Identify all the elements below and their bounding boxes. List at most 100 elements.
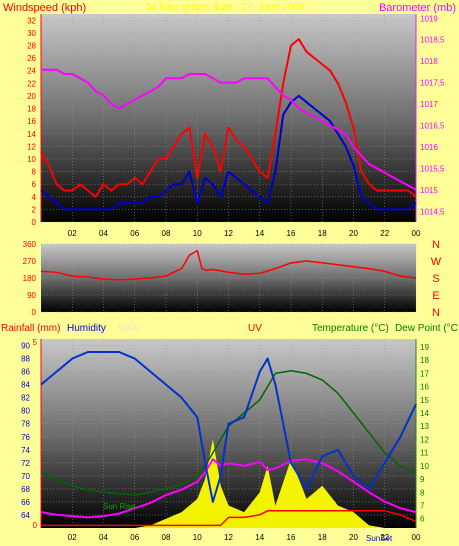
chart-title: 24 hour graph, date : 17. June 2009 [145, 2, 304, 13]
solar-axis-title: Solar [117, 323, 141, 334]
wind-x-tick-00: 00 [412, 229, 421, 238]
wind-grid [41, 14, 417, 223]
barometer-tick-1019: 1019 [420, 14, 438, 23]
humidity-temp-x-tick-16: 16 [287, 533, 296, 542]
compass-n-top: N [432, 239, 440, 251]
barometer-tick-1016: 1016 [420, 143, 438, 152]
temperature-tick-19: 19 [420, 343, 429, 352]
temperature-line [40, 458, 417, 519]
barometer-tick-1015: 1015 [420, 186, 438, 195]
windspeed-tick-0: 0 [32, 218, 37, 227]
humidity-tick-84: 84 [21, 381, 30, 390]
temperature-tick-18: 18 [420, 356, 429, 365]
wind-x-tick-02: 02 [68, 229, 77, 238]
humidity-tick-70: 70 [21, 472, 30, 481]
sunrise-label: Sun Rise [103, 502, 136, 511]
wind-x-tick-04: 04 [99, 229, 108, 238]
humidity-temp-x-tick-20: 20 [349, 533, 358, 542]
windspeed-tick-20: 20 [27, 92, 36, 101]
direction-tick-90: 90 [27, 291, 36, 300]
wind-x-tick-labels: 02 04 06 08 10 12 14 16 18 20 22 00 [68, 229, 421, 238]
direction-tick-270: 270 [23, 257, 37, 266]
humidity-temp-x-tick-labels: 02 04 06 08 10 12 14 16 18 20 22 00 [68, 533, 421, 542]
wind-direction-line [40, 249, 417, 281]
windspeed-tick-12: 12 [27, 142, 36, 151]
dewpoint-line [40, 369, 417, 496]
humidity-temp-x-tick-08: 08 [162, 533, 171, 542]
wind-x-tick-22: 22 [380, 229, 389, 238]
temperature-tick-16: 16 [420, 383, 429, 392]
humidity-temp-x-tick-18: 18 [318, 533, 327, 542]
barometer-tick-1017,5: 1017,5 [420, 79, 445, 88]
uv-line [41, 510, 417, 527]
temperature-tick-13: 13 [420, 422, 429, 431]
humidity-temp-x-tick-00: 00 [412, 533, 421, 542]
direction-tick-180: 180 [23, 274, 37, 283]
humidity-tick-66: 66 [21, 498, 30, 507]
windspeed-tick-30: 30 [27, 29, 36, 38]
wind-x-tick-20: 20 [349, 229, 358, 238]
sunset-label: SunSet [366, 534, 393, 543]
barometer-tick-1017: 1017 [420, 100, 438, 109]
humidity-tick-78: 78 [21, 420, 30, 429]
humidity-tick-68: 68 [21, 485, 30, 494]
humidity-temp-x-tick-14: 14 [255, 533, 264, 542]
humidity-temp-series-group [40, 351, 417, 528]
uv-axis-title: UV [248, 323, 262, 334]
temperature-tick-8: 8 [420, 488, 425, 497]
temperature-tick-10: 10 [420, 462, 429, 471]
temperature-tick-9: 9 [420, 475, 425, 484]
solar-area [41, 439, 416, 528]
humidity-tick-72: 72 [21, 459, 30, 468]
rain-tick-5: 5 [33, 338, 38, 347]
windspeed-line [40, 38, 417, 198]
barometer-tick-1018,5: 1018,5 [420, 36, 445, 45]
temperature-tick-14: 14 [420, 409, 429, 418]
compass-e: E [432, 290, 439, 302]
humidity-tick-88: 88 [21, 355, 30, 364]
barometer-tick-labels: 1014,5 1015 1015,5 1016 1016,5 1017 1017,5 1018… [420, 14, 445, 216]
barometer-tick-1014,5: 1014,5 [420, 207, 445, 216]
barometer-axis-title: Barometer (mb) [379, 2, 456, 14]
wind-series-group [40, 38, 417, 211]
temperature-tick-7: 7 [420, 502, 425, 511]
wind-x-tick-14: 14 [255, 229, 264, 238]
windspeed-tick-22: 22 [27, 79, 36, 88]
humidity-tick-76: 76 [21, 433, 30, 442]
windspeed-tick-10: 10 [27, 155, 36, 164]
windspeed-tick-24: 24 [27, 67, 36, 76]
direction-tick-360: 360 [23, 240, 37, 249]
wind-x-tick-12: 12 [224, 229, 233, 238]
windspeed-tick-26: 26 [27, 54, 36, 63]
humidity-axis-title: Humidity [67, 323, 106, 334]
wind-plot-area [41, 14, 416, 222]
humidity-tick-64: 64 [21, 511, 30, 520]
rain-axis-tick-labels: 05 [33, 338, 38, 530]
temperature-tick-17: 17 [420, 369, 429, 378]
temperature-tick-15: 15 [420, 396, 429, 405]
rain-tick-0: 0 [33, 521, 38, 530]
gust-line [40, 94, 417, 211]
compass-letters: N W S E N [431, 239, 442, 319]
windspeed-tick-32: 32 [27, 16, 36, 25]
humidity-line [40, 351, 417, 503]
humidity-temp-x-tick-04: 04 [99, 533, 108, 542]
dewpoint-axis-title: Dew Point (°C [395, 323, 458, 334]
humidity-tick-90: 90 [21, 342, 30, 351]
temperature-tick-12: 12 [420, 435, 429, 444]
barometer-tick-1015,5: 1015,5 [420, 164, 445, 173]
humidity-tick-74: 74 [21, 446, 30, 455]
windspeed-tick-4: 4 [32, 193, 37, 202]
humidity-tick-86: 86 [21, 368, 30, 377]
humidity-temp-x-tick-10: 10 [193, 533, 202, 542]
humidity-temp-x-tick-22: 22 [380, 533, 389, 542]
barometer-tick-1018: 1018 [420, 57, 438, 66]
barometer-tick-1016,5: 1016,5 [420, 122, 445, 131]
windspeed-tick-2: 2 [32, 205, 37, 214]
windspeed-tick-28: 28 [27, 42, 36, 51]
wind-x-tick-08: 08 [162, 229, 171, 238]
direction-series-group [40, 249, 417, 281]
windspeed-axis-title: Windspeed (kph) [3, 2, 86, 14]
